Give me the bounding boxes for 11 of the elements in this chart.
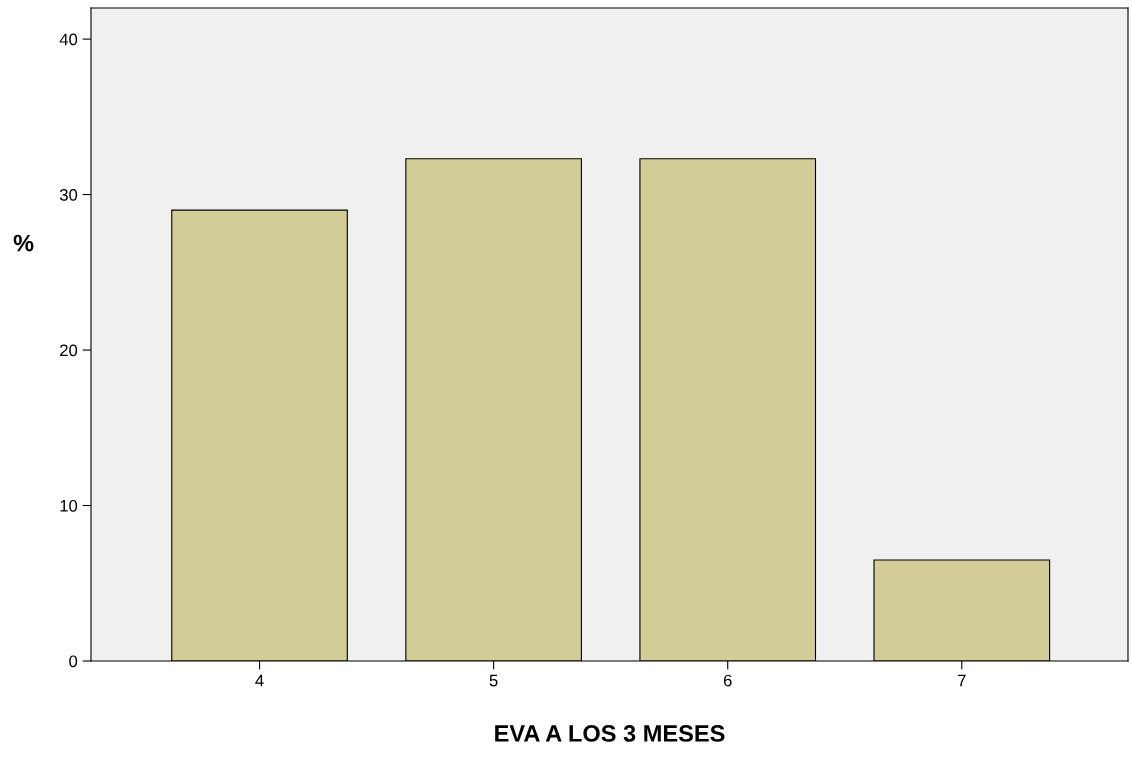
x-axis-title: EVA A LOS 3 MESES [495, 725, 725, 742]
x-tick-label: 7 [958, 674, 966, 687]
y-tick-label: 30 [59, 188, 78, 201]
x-tick-label: 5 [489, 674, 498, 687]
y-tick-label: 10 [60, 499, 78, 512]
y-tick-label: 0 [69, 655, 78, 668]
x-tick-label: 4 [255, 674, 264, 687]
y-tick-label: 20 [60, 344, 78, 357]
y-axis-title: % [13, 234, 34, 252]
y-tick-label: 40 [59, 33, 78, 46]
x-tick-label: 6 [723, 674, 732, 687]
